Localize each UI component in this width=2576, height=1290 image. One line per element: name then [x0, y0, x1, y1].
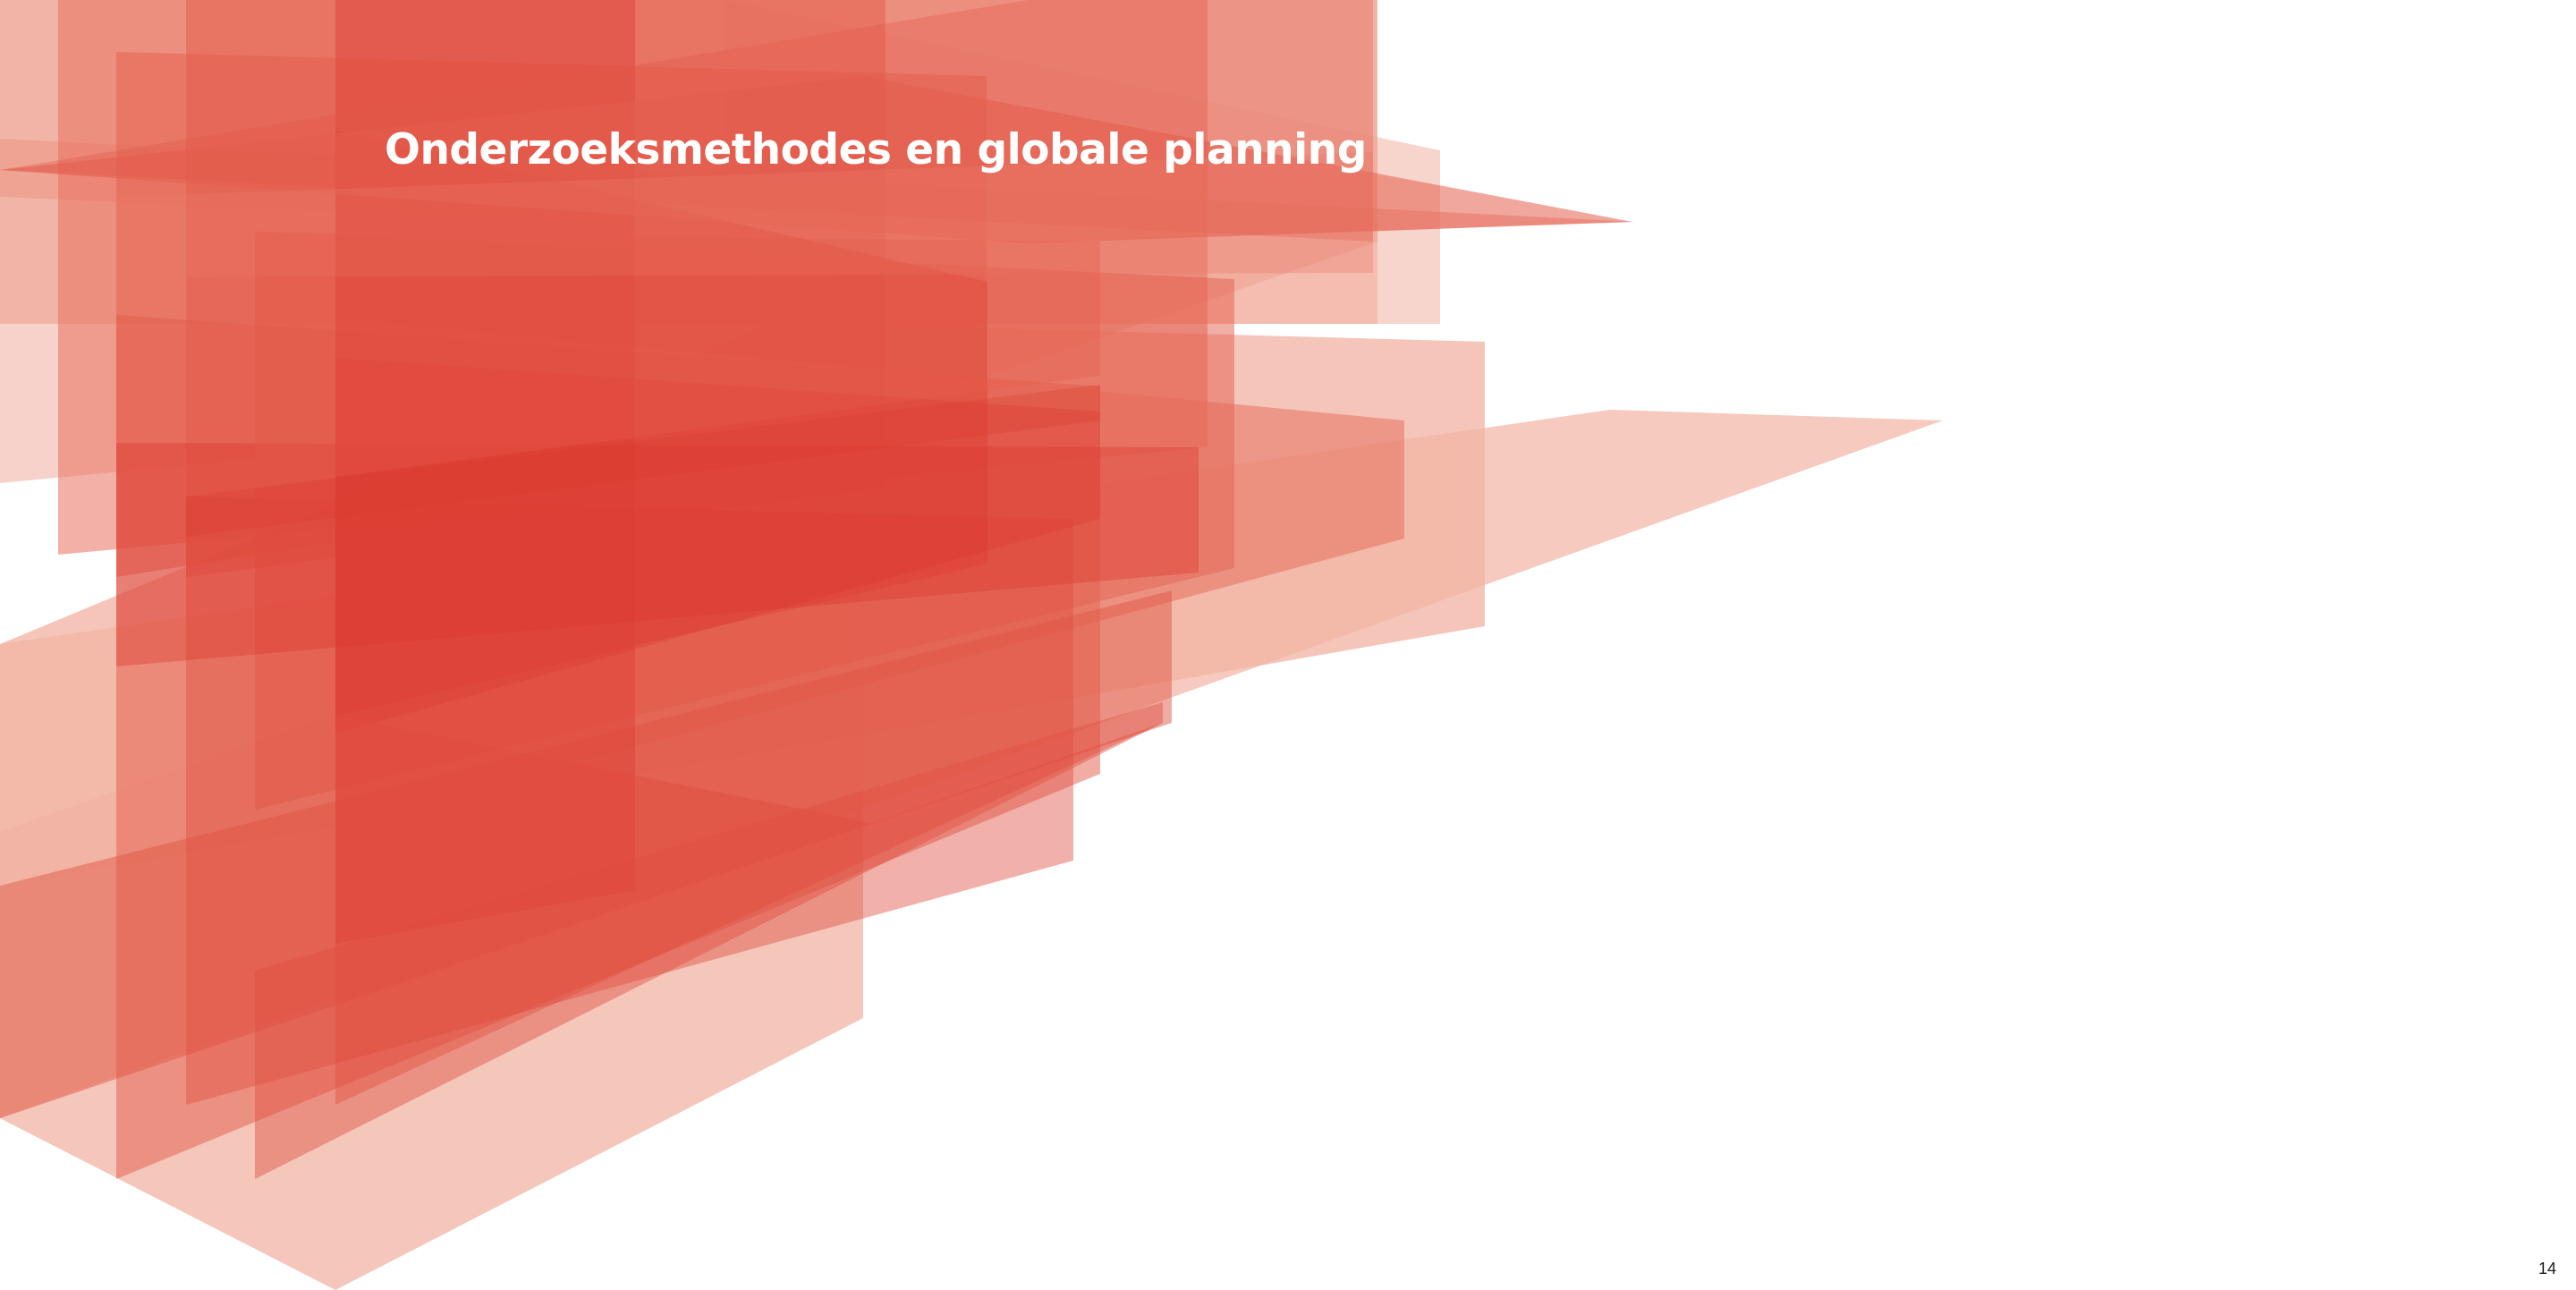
decor-shape: [0, 76, 1632, 243]
decor-shape: [116, 152, 1373, 277]
decor-shape: [335, 318, 1404, 827]
decor-shape: [335, 130, 987, 716]
slide-title: Onderzoeksmethodes en globale planning: [385, 125, 1367, 174]
decor-shape: [255, 702, 1163, 1179]
decor-shape: [0, 590, 1172, 1118]
decor-shape: [255, 233, 1100, 488]
decor-shape: [186, 496, 1073, 1105]
decor-shape: [0, 0, 1373, 242]
page-number: 14: [2538, 1260, 2556, 1277]
decor-shape: [116, 443, 1199, 666]
decor-shape: [335, 716, 1163, 1105]
decor-shape: [186, 385, 1100, 537]
decor-shape: [335, 358, 1100, 734]
decor-shape: [335, 0, 635, 944]
